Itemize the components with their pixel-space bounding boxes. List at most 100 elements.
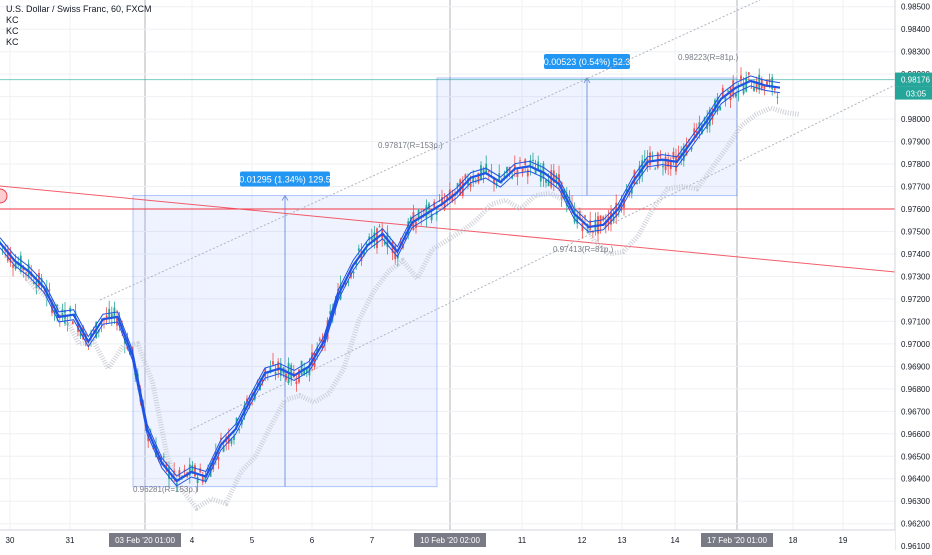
candle-body (357, 248, 360, 251)
candle-body (0, 241, 1, 243)
candle-body (620, 202, 623, 211)
candle-body (529, 160, 532, 168)
candle-body (217, 456, 220, 461)
candle-body (581, 222, 584, 232)
candle-body (758, 74, 761, 90)
candle-body (230, 438, 233, 444)
high-low-label: 0.98223(R=81p.) (678, 53, 739, 62)
candle-body (584, 215, 586, 218)
price-tick-label: 0.96100 (901, 542, 930, 550)
candle-body (373, 232, 376, 243)
price-tick-label: 0.97300 (901, 272, 930, 281)
time-tick-label: 19 (839, 536, 848, 545)
candle-body (513, 164, 516, 170)
candle-body (272, 361, 274, 365)
candle-body (196, 476, 199, 484)
time-axis[interactable]: 30 31 03 Feb '20 01:00 4 5 6 7 10 Feb '20 02:00… (0, 529, 895, 550)
candle-body (222, 445, 225, 452)
trend-line-red (0, 185, 896, 273)
candle-body (745, 77, 748, 92)
price-tick-label: 0.98000 (901, 115, 930, 124)
high-low-label: 0.97817(R=153p.) (378, 141, 443, 150)
candle-body (110, 313, 113, 318)
time-tick-label: 03 Feb '20 01:00 (115, 536, 175, 545)
candle-body (519, 160, 521, 162)
candle-body (625, 189, 628, 192)
candle-body (204, 475, 207, 482)
price-tick-label: 0.96300 (901, 497, 930, 506)
candle-body (695, 131, 698, 134)
time-tick-label: 12 (578, 536, 587, 545)
candle-body (12, 265, 14, 268)
candle-body (365, 243, 368, 245)
current-price-badge (895, 72, 932, 87)
candle-body (534, 168, 537, 175)
candle-body (654, 168, 657, 170)
candle-body (526, 169, 529, 177)
candle-body (573, 209, 576, 223)
level-anchor-handle (0, 188, 8, 204)
time-tick-highlight (109, 533, 181, 547)
candle-body (212, 458, 215, 470)
channel-line-lower (189, 84, 896, 431)
candle-body (755, 81, 758, 90)
trend-lines (0, 0, 896, 431)
candle-body (170, 477, 173, 480)
time-tick-label: 11 (518, 536, 527, 545)
price-tick-label: 0.96900 (901, 362, 930, 371)
indicator-kc-3[interactable]: KC (6, 37, 19, 47)
candle-body (311, 352, 313, 366)
candle-body (547, 179, 550, 187)
candle-body (74, 311, 77, 318)
candle-body (664, 156, 667, 171)
candle-body (545, 179, 547, 183)
candle-body (92, 329, 95, 331)
candle-body (521, 168, 524, 173)
price-tick-label: 0.98500 (901, 3, 930, 12)
price-range-label: 0.00523 (0.54%) 52.3 (544, 57, 631, 67)
high-low-label: 0.97413(R=81p.) (553, 245, 614, 254)
time-tick-label: 6 (310, 536, 315, 545)
candle-body (191, 464, 194, 474)
price-range-arrowhead (281, 194, 289, 201)
candle-body (693, 128, 696, 136)
kc-upper (0, 75, 781, 477)
candle-body (539, 169, 542, 182)
kc-middle (0, 79, 781, 483)
candle-body (446, 196, 449, 200)
candle-body (220, 437, 222, 440)
candle-body (370, 236, 373, 241)
candle-body (493, 177, 495, 184)
candle-body (425, 205, 428, 219)
candle-body (727, 90, 729, 92)
candle-body (298, 369, 300, 383)
candle-body (269, 367, 272, 373)
candle-body (248, 401, 251, 407)
candle-body (383, 242, 386, 245)
candle-body (443, 200, 446, 209)
candle-body (227, 434, 230, 444)
indicator-kc-1[interactable]: KC (6, 15, 19, 25)
candle-body (308, 364, 311, 376)
candle-body (394, 245, 397, 260)
candle-body (630, 187, 633, 194)
price-axis[interactable]: 0.985000.984000.983000.982000.981000.980… (894, 0, 932, 551)
candle-body (766, 81, 768, 87)
candle-body (461, 180, 464, 196)
indicator-kc-2[interactable]: KC (6, 26, 19, 36)
candle-body (238, 429, 241, 431)
candle-body (25, 272, 27, 274)
price-tick-label: 0.98400 (901, 25, 930, 34)
price-tick-label: 0.97500 (901, 228, 930, 237)
candle-body (771, 77, 774, 90)
candle-body (188, 464, 191, 476)
price-tick-label: 0.97800 (901, 160, 930, 169)
candle-body (430, 213, 433, 221)
candle-body (295, 381, 298, 384)
candle-body (740, 75, 742, 81)
candle-body (747, 72, 750, 75)
countdown-label: 03:05 (906, 90, 927, 99)
candle-body (482, 169, 485, 175)
candle-body (477, 172, 480, 183)
